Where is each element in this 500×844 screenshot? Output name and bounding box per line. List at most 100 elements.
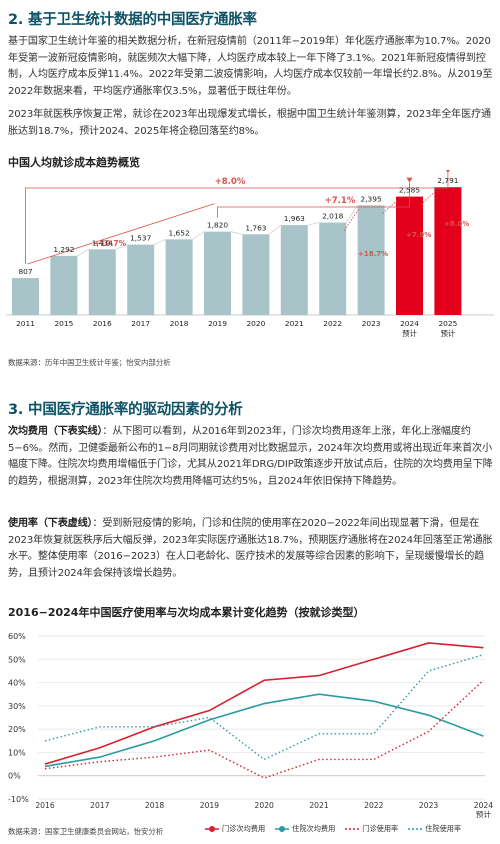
legend-swatch: [345, 825, 360, 833]
bar-category-label: 2019: [208, 319, 227, 328]
section-2-paragraph-1: 基于国家卫生统计年鉴的相关数据分析，在新冠疫情前（2011年−2019年）年化医…: [8, 36, 493, 97]
cost-per-visit-lead: 次均费用（下表实线）: [8, 426, 103, 437]
legend-item: 门诊次均费用: [205, 824, 265, 834]
bar-value-label: 1,763: [245, 223, 266, 232]
x-tick-label: 2023: [419, 801, 438, 810]
y-tick-label: 0%: [8, 772, 21, 781]
y-tick-label: 40%: [8, 679, 26, 688]
section-3-heading: 3. 中国医疗通胀率的驱动因素的分析: [8, 402, 243, 418]
bar-category-label: 预计: [441, 329, 456, 338]
bracket-arrow-2011-2025: [25, 173, 449, 265]
bracket-arrow-2019-2024: [217, 182, 410, 218]
bar-category-label: 2024: [400, 319, 419, 328]
annotation-label: +7.1%: [325, 196, 356, 206]
series-line: [44, 679, 484, 779]
bar-category-label: 2017: [131, 319, 150, 328]
legend-swatch: [275, 825, 290, 833]
x-tick-label: 预计: [476, 809, 492, 819]
bar-value-label: 2,791: [437, 176, 458, 185]
bar-value-label: 2,585: [399, 186, 420, 195]
bar-chart-source: 数据来源：历年中国卫生统计年鉴；怡安内部分析: [8, 358, 171, 367]
bar-value-label: 1,652: [169, 228, 190, 237]
bar: [12, 278, 39, 315]
section-2-heading: 2. 基于卫生统计数据的中国医疗通胀率: [8, 12, 257, 28]
y-tick-label: 50%: [8, 655, 26, 664]
bar: [165, 239, 193, 315]
bar-value-label: 1,434: [92, 238, 113, 247]
trend-arrow-2011-2019: [27, 203, 215, 265]
x-tick-label: 2020: [255, 801, 274, 810]
legend-swatch: [205, 825, 219, 833]
growth-arrow-2022-2023: [343, 209, 359, 231]
bar-connector: [192, 231, 205, 240]
bar: [396, 196, 423, 315]
series-line: [44, 693, 484, 768]
bar-category-label: 2011: [16, 319, 35, 328]
y-tick-label: -10%: [8, 795, 29, 804]
bar: [319, 222, 347, 315]
legend-label: 门诊使用率: [362, 824, 399, 833]
legend-item: 住院次均费用: [275, 824, 335, 834]
bar-value-label: 1,820: [207, 221, 228, 230]
line-chart-legend: 门诊次均费用 住院次均费用 门诊使用率 住院使用率: [205, 824, 461, 834]
x-tick-label: 2022: [364, 801, 383, 810]
bar: [127, 244, 155, 315]
bar: [204, 231, 231, 315]
bar-connector: [77, 249, 89, 257]
bar-chart-title: 中国人均就诊成本趋势概览: [8, 156, 140, 169]
line-chart: 60% 50% 40% 30% 20% 10% 0% -10% 2016 2017 2018 2019…: [8, 632, 493, 819]
bar-connector: [307, 222, 320, 226]
x-tick-label: 2017: [90, 801, 109, 810]
line-chart-source: 数据来源：国家卫生健康委员会网站，怡安分析: [8, 827, 164, 836]
x-tick-label: 2018: [145, 801, 164, 810]
legend-label: 住院次均费用: [292, 824, 336, 833]
legend-label: 门诊次均费用: [222, 824, 266, 833]
bar-value-label: 1,537: [130, 234, 151, 243]
bar: [242, 234, 270, 315]
section-3-paragraph-2: 使用率（下表虚线）：受到新冠疫情的影响，门诊和住院的使用率在2020−2022年…: [8, 516, 494, 582]
bar-value-label: 2,018: [322, 212, 343, 221]
y-tick-label: 10%: [8, 748, 26, 757]
bar-category-label: 2022: [323, 319, 342, 328]
bar-category-label: 2020: [246, 319, 265, 328]
bracket-arrow-2011-2025-head: [445, 170, 450, 174]
bar: [50, 255, 78, 315]
annotation-label: +10.7%: [94, 239, 127, 248]
annotation-label: +8.0%: [444, 220, 469, 228]
bar-value-label: 807: [18, 267, 32, 276]
cost-per-visit-text: ：从下图可以看到，从2016年到2023年，门诊次均费用逐年上涨，年化上涨幅度约…: [8, 426, 493, 487]
annotation-label: +7.9%: [406, 231, 431, 239]
x-tick-label: 2016: [35, 801, 54, 810]
bar-category-label: 2015: [54, 319, 73, 328]
legend-label: 住院使用率: [425, 824, 462, 833]
annotation-label: +8.0%: [215, 177, 246, 187]
legend-item: 门诊使用率: [345, 824, 398, 834]
bar-value-label: 1,292: [53, 245, 74, 254]
annotation-label: +18.7%: [358, 250, 388, 258]
legend-swatch: [408, 825, 423, 833]
section-2-paragraph-2: 2023年就医秩序恢复正常，就诊在2023年出现爆发式增长，根据中国卫生统计年鉴…: [8, 109, 491, 137]
bar-value-label: 2,395: [361, 194, 382, 203]
bar-connector: [345, 205, 358, 223]
bar-connector: [154, 239, 166, 245]
bar: [88, 249, 116, 315]
x-tick-label: 2024: [474, 801, 493, 810]
bar-connector: [230, 231, 243, 235]
y-tick-label: 20%: [8, 725, 26, 734]
line-chart-title: 2016−2024年中国医疗使用率与次均成本累计变化趋势（按就诊类型）: [8, 606, 365, 619]
bar-category-label: 预计: [402, 329, 417, 338]
x-tick-label: 2021: [309, 801, 328, 810]
y-tick-label: 60%: [8, 632, 26, 641]
bracket-arrow-2019-2024-head: [406, 177, 413, 183]
utilization-text: ：受到新冠疫情的影响，门诊和住院的使用率在2020−2022年间出现显著下滑，但…: [8, 518, 493, 579]
bar-category-label: 2016: [93, 319, 112, 328]
bar-category-label: 2025: [438, 319, 457, 328]
bar-connector: [269, 224, 282, 235]
bar: [280, 225, 308, 315]
bar-connector: [115, 244, 128, 250]
bar-category-label: 2023: [362, 319, 381, 328]
bar-chart: +8.0% +7.1% +10.7% +18.7% +7.9% +8.0% 807 1,292…: [6, 170, 494, 338]
bar-value-label: 1,963: [284, 214, 305, 223]
legend-item: 住院使用率: [408, 824, 461, 834]
section-3-paragraph-1: 次均费用（下表实线）：从下图可以看到，从2016年到2023年，门诊次均费用逐年…: [8, 424, 494, 490]
